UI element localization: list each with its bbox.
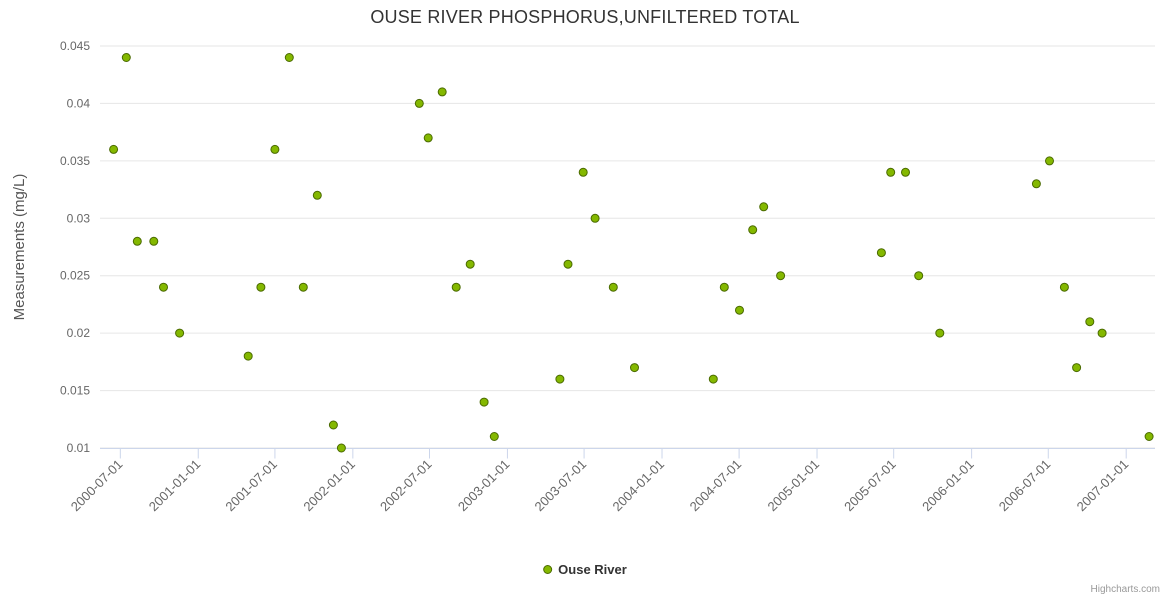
- x-axis-label: 2005-01-01: [765, 457, 823, 515]
- data-point[interactable]: [312, 190, 322, 200]
- y-axis-label: 0.03: [67, 211, 91, 225]
- data-point[interactable]: [630, 363, 639, 373]
- data-point[interactable]: [451, 282, 461, 292]
- x-axis-label: 2001-07-01: [222, 457, 280, 515]
- y-axis-label: 0.045: [60, 39, 90, 53]
- data-point[interactable]: [1059, 282, 1069, 292]
- x-axis-label: 2006-01-01: [919, 457, 977, 515]
- data-point[interactable]: [748, 225, 758, 235]
- data-point[interactable]: [1031, 179, 1041, 189]
- x-axis-label: 2007-01-01: [1074, 457, 1132, 515]
- x-axis-label: 2005-07-01: [841, 457, 899, 515]
- data-point[interactable]: [159, 282, 168, 292]
- data-point[interactable]: [1085, 317, 1095, 327]
- data-point[interactable]: [489, 432, 499, 441]
- data-point[interactable]: [914, 271, 924, 281]
- y-axis-label: 0.02: [67, 326, 91, 340]
- data-point[interactable]: [719, 282, 729, 292]
- y-axis-label: 0.025: [60, 269, 90, 283]
- y-axis-label: 0.015: [60, 384, 90, 398]
- data-point[interactable]: [298, 282, 308, 292]
- data-point[interactable]: [175, 328, 185, 338]
- y-axis-label: 0.04: [67, 96, 91, 110]
- legend-item-ouse-river[interactable]: Ouse River: [543, 562, 627, 577]
- data-point[interactable]: [590, 213, 600, 223]
- data-point[interactable]: [243, 351, 253, 361]
- data-point[interactable]: [465, 259, 475, 269]
- data-point[interactable]: [109, 144, 119, 154]
- data-point[interactable]: [121, 53, 131, 62]
- chart-title: OUSE RIVER PHOSPHORUS,UNFILTERED TOTAL: [370, 7, 800, 27]
- data-point[interactable]: [437, 87, 447, 97]
- data-point[interactable]: [735, 305, 744, 315]
- data-point[interactable]: [563, 259, 573, 269]
- data-point[interactable]: [901, 167, 910, 177]
- x-axis-label: 2002-01-01: [300, 457, 358, 515]
- x-axis-label: 2002-07-01: [377, 457, 435, 515]
- data-point[interactable]: [132, 236, 142, 246]
- data-point[interactable]: [336, 443, 346, 453]
- y-axis-label: 0.01: [67, 441, 91, 455]
- y-axis-title: Measurements (mg/L): [11, 174, 28, 321]
- data-point[interactable]: [886, 167, 896, 177]
- data-point[interactable]: [414, 98, 424, 108]
- x-axis-label: 2003-01-01: [455, 457, 513, 515]
- x-axis-label: 2006-07-01: [996, 457, 1054, 515]
- highcharts-credits-link[interactable]: Highcharts.com: [1090, 584, 1160, 595]
- legend-marker-icon: [543, 565, 553, 574]
- data-point[interactable]: [608, 282, 618, 292]
- data-point[interactable]: [555, 374, 565, 384]
- data-point[interactable]: [776, 271, 786, 281]
- data-point[interactable]: [578, 167, 588, 177]
- x-axis-label: 2001-01-01: [146, 457, 204, 515]
- y-axis-label: 0.035: [60, 154, 90, 168]
- legend-label: Ouse River: [558, 562, 627, 577]
- data-point[interactable]: [328, 420, 338, 430]
- data-point[interactable]: [708, 374, 718, 384]
- data-point[interactable]: [284, 53, 294, 62]
- data-point[interactable]: [149, 236, 159, 246]
- data-point[interactable]: [256, 282, 266, 292]
- x-axis-label: 2004-01-01: [610, 457, 668, 515]
- data-point[interactable]: [1144, 432, 1154, 441]
- x-axis-label: 2004-07-01: [687, 457, 745, 515]
- data-point[interactable]: [759, 202, 769, 212]
- data-point[interactable]: [1072, 363, 1082, 373]
- data-point[interactable]: [479, 397, 489, 407]
- data-point[interactable]: [935, 328, 945, 338]
- data-point[interactable]: [270, 144, 280, 154]
- x-axis-label: 2003-07-01: [532, 457, 590, 515]
- data-point[interactable]: [423, 133, 433, 143]
- x-axis-label: 2000-07-01: [68, 457, 126, 515]
- data-point[interactable]: [1097, 328, 1107, 338]
- data-point[interactable]: [1045, 156, 1054, 166]
- data-point[interactable]: [876, 248, 886, 258]
